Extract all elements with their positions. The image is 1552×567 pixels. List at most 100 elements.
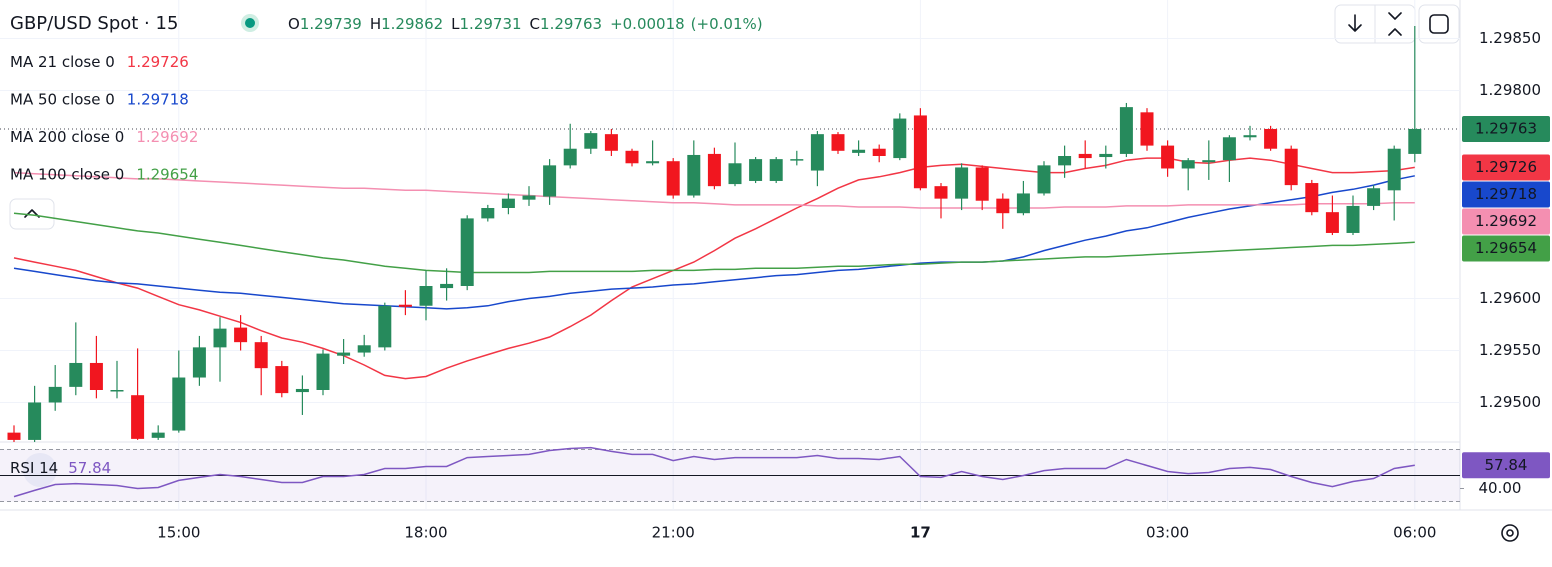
ma-legend: MA 50 close 0 1.29718 [10, 90, 189, 108]
candle-body [1119, 107, 1133, 154]
candle-body [1078, 153, 1092, 159]
ma-name: MA 21 close 0 [10, 53, 115, 71]
candle-body [604, 134, 618, 151]
candle-body [975, 167, 989, 201]
candle-body [1367, 188, 1381, 206]
ma-line [13, 212, 1415, 274]
rsi-tick-label: 40.00 [1479, 479, 1522, 497]
candle-body [1305, 183, 1319, 213]
ohlc-key: H [370, 15, 381, 33]
ohlc-key: O [288, 15, 300, 33]
candle-body [481, 208, 495, 219]
candle-body [28, 402, 42, 440]
candle-body [1222, 137, 1236, 161]
candle-body [89, 362, 103, 390]
y-tick-label: 1.29850 [1479, 29, 1541, 47]
candle-body [213, 328, 227, 348]
candle-body [1099, 153, 1113, 158]
price-tag-label: 1.29692 [1475, 212, 1537, 230]
candle-body [131, 395, 145, 439]
candle-body [419, 286, 433, 306]
ma-name: MA 200 close 0 [10, 128, 124, 146]
price-tag-label: 1.29726 [1475, 158, 1537, 176]
collapse-button[interactable] [9, 198, 55, 230]
candle-body [1325, 212, 1339, 233]
settings-icon[interactable] [1501, 524, 1519, 542]
ohlc-legend: O1.29739 H1.29862 L1.29731 C1.29763 +0.00018… [288, 15, 763, 33]
ma-value: 1.29692 [136, 128, 198, 146]
candle-body [563, 148, 577, 166]
move-down-icon [1348, 14, 1362, 32]
candle-body [1181, 160, 1195, 169]
rsi-legend: RSI 14 57.84 [10, 459, 111, 477]
ohlc-key: C [530, 15, 540, 33]
candle-body [1161, 145, 1175, 169]
candle-body [584, 133, 598, 149]
price-tag-label: 1.29718 [1475, 185, 1537, 203]
price-tag-label: 1.29763 [1475, 119, 1537, 137]
status-dot [245, 18, 255, 28]
x-tick-label: 03:00 [1146, 524, 1189, 542]
candle-body [1346, 205, 1360, 233]
candle-body [48, 386, 62, 403]
ma-name: MA 100 close 0 [10, 165, 124, 183]
chart-title: GBP/USD Spot · 15 [10, 13, 178, 34]
price-tag-label: 1.29654 [1475, 239, 1537, 257]
rsi-tag [1462, 452, 1550, 479]
y-tick-label: 1.29600 [1479, 289, 1541, 307]
y-tick-label: 1.29800 [1479, 81, 1541, 99]
candle-body [460, 218, 474, 286]
ohlc-value: 1.29763 [540, 15, 602, 33]
x-tick-label: 15:00 [157, 524, 200, 542]
candle-body [192, 347, 206, 378]
ma-value: 1.29726 [127, 53, 189, 71]
candle-body [687, 154, 701, 196]
candle-body [1243, 135, 1257, 138]
candle-body [625, 150, 639, 164]
candle-body [543, 165, 557, 197]
change-pct: (+0.01%) [691, 15, 763, 33]
price-tag [1462, 115, 1550, 142]
ma-line [13, 171, 1415, 209]
rsi-tag-label: 57.84 [1485, 456, 1528, 474]
logo-badge [23, 453, 57, 487]
candle-body [790, 159, 804, 161]
candle-body [378, 305, 392, 348]
x-tick-label: 21:00 [652, 524, 695, 542]
maximize-button[interactable] [1418, 4, 1460, 44]
rsi-name: RSI 14 [10, 459, 58, 477]
ma-value: 1.29654 [136, 165, 198, 183]
candle-body [295, 388, 309, 393]
candle-body [254, 342, 268, 369]
candle-body [872, 148, 886, 156]
candle-body [337, 352, 351, 356]
collapse-pane-button[interactable] [1377, 7, 1413, 41]
ma-name: MA 50 close 0 [10, 90, 115, 108]
candle-body [275, 366, 289, 394]
ma-line [13, 157, 1415, 380]
candle-body [934, 186, 948, 199]
candle-body [172, 377, 186, 431]
candle-body [1202, 160, 1216, 163]
candle-body [831, 134, 845, 151]
candle-body [1140, 112, 1154, 146]
candle-body [666, 161, 680, 196]
candle-body [1284, 148, 1298, 186]
settings-icon-core [1506, 529, 1514, 537]
candle-body [501, 198, 515, 208]
collapse-pane-icon [1388, 12, 1402, 36]
ohlc-value: 1.29731 [460, 15, 522, 33]
candle-body [440, 283, 454, 289]
candle-body [522, 195, 536, 200]
y-tick-label: 1.29500 [1479, 393, 1541, 411]
x-tick-label: 06:00 [1393, 524, 1436, 542]
candle-body [707, 153, 721, 187]
price-tag [1462, 154, 1550, 181]
ohlc-key: L [451, 15, 460, 33]
candle-body [913, 115, 927, 189]
candle-body [1037, 165, 1051, 194]
candle-body [955, 167, 969, 199]
